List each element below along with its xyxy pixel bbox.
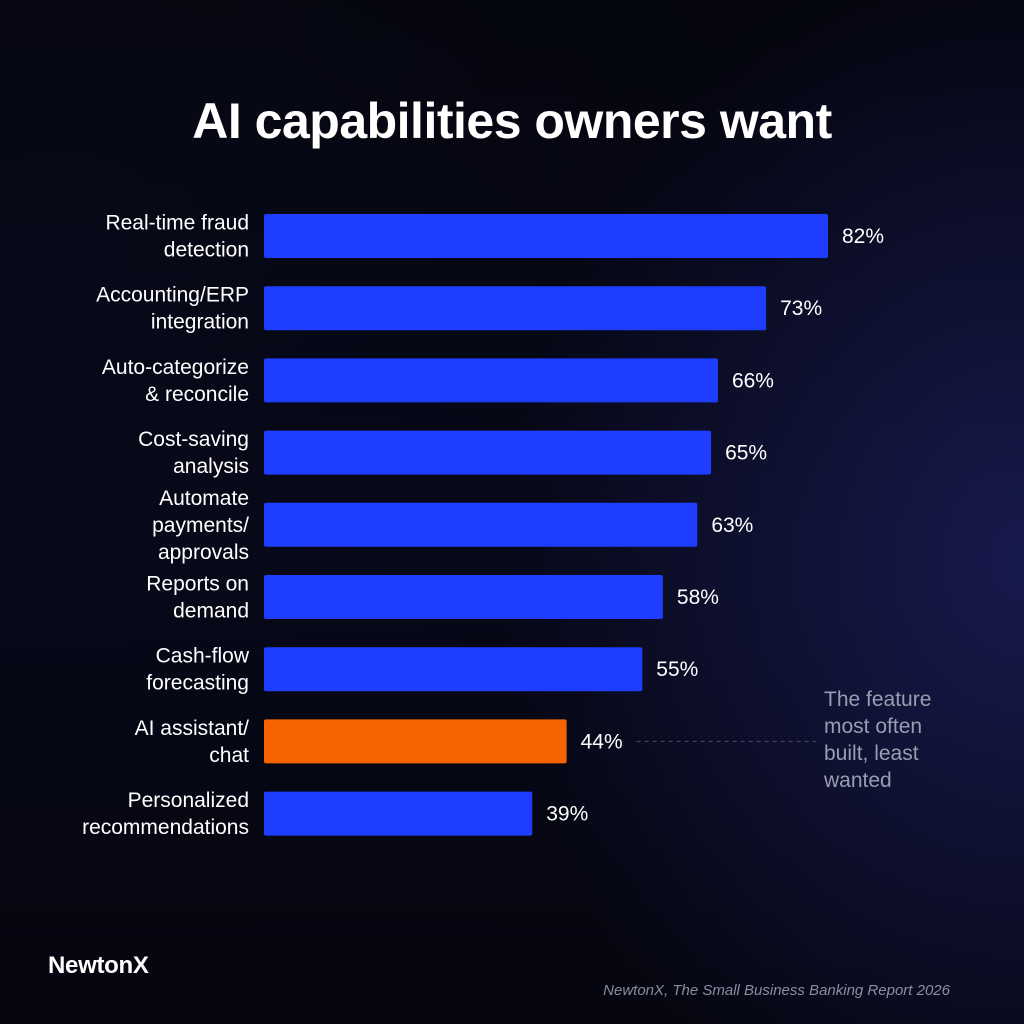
category-label-line: detection: [164, 239, 249, 262]
chart-title: AI capabilities owners want: [192, 93, 832, 149]
annotation-line: wanted: [824, 769, 892, 792]
annotation-note: The feature most often built, least want…: [824, 686, 994, 794]
category-label-line: analysis: [173, 455, 249, 478]
category-label-line: forecasting: [146, 672, 249, 695]
bar: [264, 575, 663, 619]
category-label: Cost-saving analysis: [138, 428, 249, 478]
category-label-line: & reconcile: [145, 383, 249, 406]
bar: [264, 286, 767, 331]
bar: [264, 214, 828, 258]
category-label-line: approvals: [158, 541, 249, 564]
category-label-line: Reports on: [146, 573, 249, 596]
category-label-line: Personalized: [128, 789, 249, 812]
category-label: AI assistant/chat: [135, 717, 250, 767]
source-citation: NewtonX, The Small Business Banking Repo…: [603, 982, 950, 999]
bar: [264, 358, 718, 403]
category-label: Reports on demand: [146, 573, 249, 623]
bar: [264, 791, 533, 836]
category-label: Personalized recommendations: [82, 789, 249, 839]
category-label-line: Cost-saving: [138, 428, 249, 451]
value-label: 66%: [732, 369, 774, 392]
category-label-line: demand: [173, 600, 249, 623]
category-label: Auto-categorize & reconcile: [102, 356, 249, 406]
value-label: 82%: [842, 225, 884, 248]
category-label-line: chat: [209, 744, 249, 767]
value-label: 39%: [546, 803, 588, 826]
bar: [264, 430, 712, 475]
category-label-line: AI assistant/: [135, 717, 250, 740]
value-label: 55%: [656, 658, 698, 681]
bar-highlighted: [264, 719, 567, 764]
value-label: 65%: [725, 442, 767, 465]
annotation-line: The feature: [824, 688, 932, 711]
category-label-line: payments/: [152, 514, 249, 537]
category-label: Accounting/ERP integration: [96, 284, 249, 334]
category-label: Automate payments/approvals: [152, 487, 249, 564]
annotation-line: most often: [824, 715, 923, 738]
category-label-line: Auto-categorize: [102, 356, 249, 379]
category-label-line: recommendations: [82, 816, 249, 839]
category-label-line: Automate: [159, 487, 249, 510]
bar: [264, 502, 698, 547]
value-label: 63%: [711, 514, 753, 537]
category-label: Cash-flow forecasting: [146, 645, 250, 695]
category-label-line: Real-time fraud: [105, 212, 249, 235]
annotation-line: built, least: [824, 742, 919, 765]
category-label-line: integration: [151, 311, 249, 334]
value-label: 73%: [780, 297, 822, 320]
category-label-line: Accounting/ERP: [96, 284, 249, 307]
value-label: 58%: [677, 586, 719, 609]
brand-logo: NewtonX: [48, 952, 149, 979]
category-label: Real-time fraud detection: [105, 212, 249, 262]
bar: [264, 647, 643, 692]
category-label-line: Cash-flow: [156, 645, 250, 668]
value-label: 44%: [581, 730, 623, 753]
